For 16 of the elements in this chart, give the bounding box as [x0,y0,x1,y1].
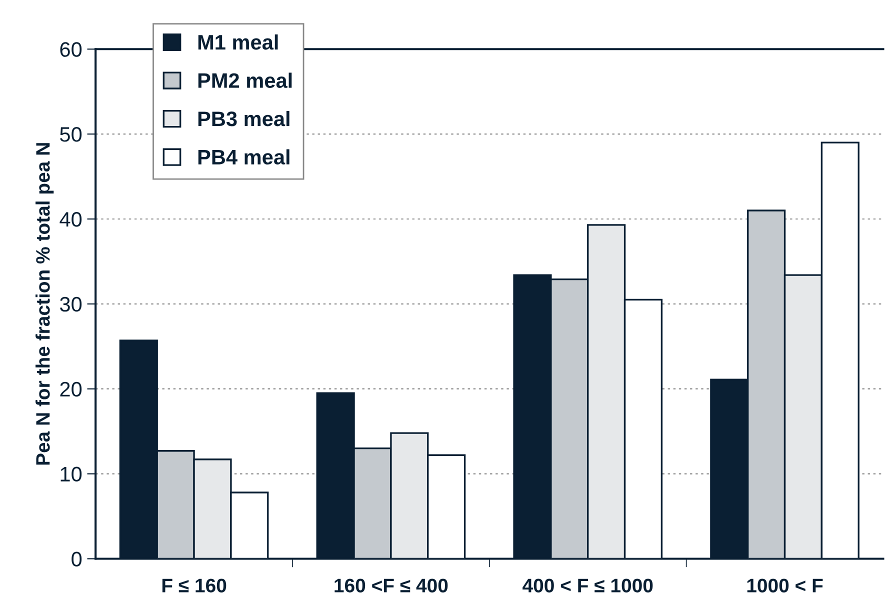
y-tick-label: 10 [60,466,82,482]
y-tick-label: 20 [60,382,82,397]
y-tick-label: 30 [60,296,82,312]
legend-label: PB4 meal [198,149,290,165]
y-tick-label: 0 [72,552,82,566]
legend-label: PM2 meal [198,72,292,88]
x-tick-label: 160 <F ≤ 400 [334,578,448,592]
legend-label: PB3 meal [198,110,290,126]
y-tick-label: 50 [60,127,82,142]
x-tick-label: F ≤ 160 [162,578,226,592]
y-tick-label: 60 [60,42,82,57]
y-tick-label: 40 [60,212,82,227]
x-tick-label: 400 < F ≤ 1000 [522,578,653,592]
x-tick-label: 1000 < F [747,578,823,592]
y-axis-title: Pea N for the fraction % total pea N [36,143,54,465]
legend-label: M1 meal [198,34,278,50]
